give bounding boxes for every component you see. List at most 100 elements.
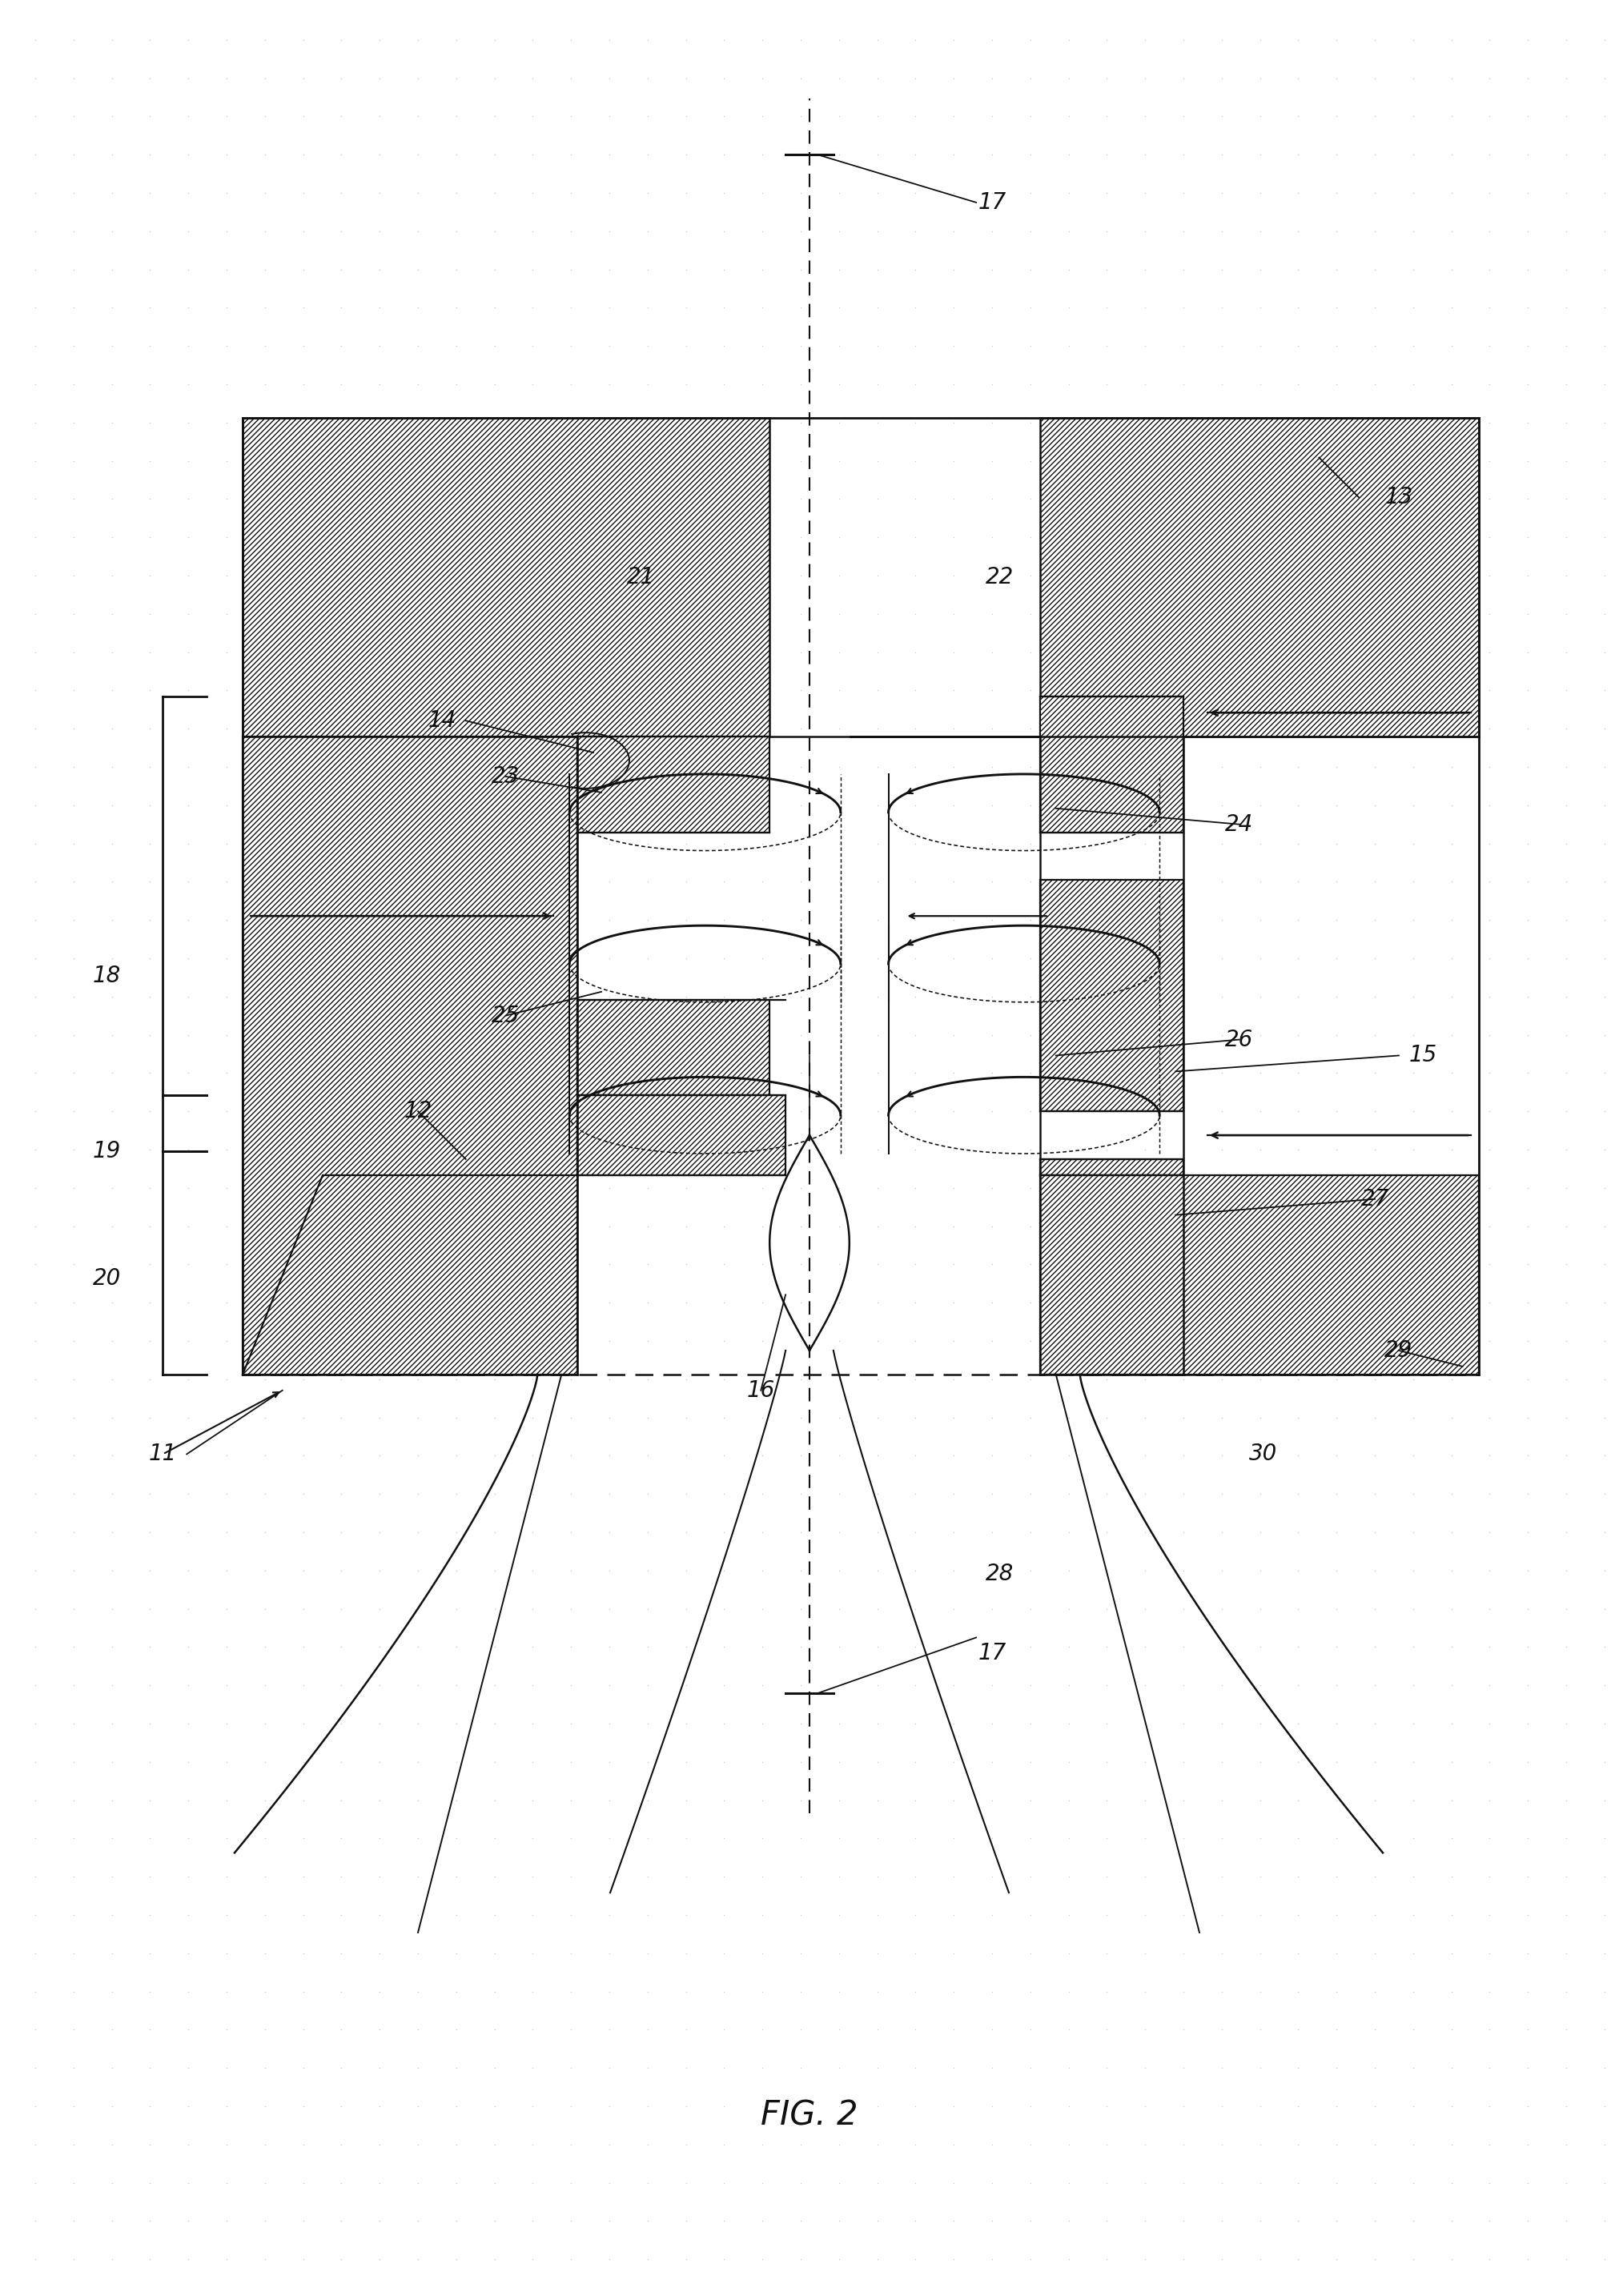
Point: [1056, 1093, 1081, 1130]
Point: [1362, 1093, 1387, 1130]
Point: [1209, 214, 1235, 250]
Point: [941, 174, 967, 211]
Point: [1285, 2126, 1311, 2163]
Point: [1324, 1628, 1350, 1665]
Point: [481, 1821, 507, 1857]
Point: [674, 1208, 699, 1244]
Point: [481, 2126, 507, 2163]
Point: [368, 824, 393, 861]
Point: [559, 939, 584, 976]
Point: [1056, 365, 1081, 402]
Point: [99, 902, 125, 939]
Point: [750, 824, 776, 861]
Point: [1285, 1017, 1311, 1054]
Point: [99, 709, 125, 746]
Point: [559, 673, 584, 709]
Point: [1553, 902, 1579, 939]
Point: [444, 1093, 470, 1130]
Point: [444, 595, 470, 631]
Point: [1247, 1667, 1273, 1704]
Point: [214, 1017, 240, 1054]
Point: [1247, 135, 1273, 172]
Point: [1209, 2165, 1235, 2202]
Point: [711, 558, 737, 595]
Point: [979, 2165, 1005, 2202]
Point: [1362, 1896, 1387, 1933]
Point: [1285, 60, 1311, 96]
Point: [175, 824, 201, 861]
Point: [596, 1628, 622, 1665]
Point: [903, 1093, 929, 1130]
Point: [903, 1169, 929, 1205]
Point: [60, 135, 86, 172]
Point: [368, 2202, 393, 2239]
Point: [481, 939, 507, 976]
Point: [1515, 2202, 1541, 2239]
Point: [1400, 214, 1426, 250]
Point: [1132, 519, 1158, 556]
Point: [405, 1362, 431, 1398]
Point: [1400, 174, 1426, 211]
Point: [1094, 1513, 1120, 1550]
Point: [903, 21, 929, 57]
Point: [1094, 289, 1120, 326]
Point: [1209, 1972, 1235, 2009]
Point: [1209, 1017, 1235, 1054]
Point: [941, 2126, 967, 2163]
Point: [788, 365, 814, 402]
Point: [711, 1398, 737, 1435]
Text: 30: 30: [1250, 1442, 1277, 1465]
Point: [1515, 2050, 1541, 2087]
Point: [1515, 2165, 1541, 2202]
Point: [596, 2087, 622, 2124]
Point: [1094, 1706, 1120, 1743]
Point: [1400, 1398, 1426, 1435]
Point: [559, 519, 584, 556]
Point: [1132, 1743, 1158, 1779]
Point: [1515, 365, 1541, 402]
Point: [1285, 1054, 1311, 1091]
Point: [1362, 1362, 1387, 1398]
Point: [1477, 135, 1502, 172]
Point: [481, 1706, 507, 1743]
Point: [329, 1857, 355, 1894]
Point: [826, 480, 852, 517]
Point: [1591, 1169, 1617, 1205]
Point: [444, 1169, 470, 1205]
Point: [99, 135, 125, 172]
Point: [1553, 748, 1579, 785]
Point: [138, 1398, 164, 1435]
Point: [520, 250, 546, 287]
Point: [444, 1017, 470, 1054]
Point: [941, 1667, 967, 1704]
Point: [60, 978, 86, 1015]
Point: [1362, 902, 1387, 939]
Point: [99, 2202, 125, 2239]
Point: [903, 1513, 929, 1550]
Point: [596, 1591, 622, 1628]
Point: [138, 21, 164, 57]
Point: [750, 748, 776, 785]
Point: [903, 250, 929, 287]
Point: [826, 978, 852, 1015]
Point: [1094, 788, 1120, 824]
Point: [175, 2202, 201, 2239]
Point: [788, 1628, 814, 1665]
Point: [214, 404, 240, 441]
Point: [1324, 1896, 1350, 1933]
Point: [1553, 443, 1579, 480]
Point: [175, 902, 201, 939]
Point: [674, 480, 699, 517]
Point: [1591, 1552, 1617, 1589]
Point: [214, 135, 240, 172]
Text: 14: 14: [427, 709, 457, 732]
Point: [1094, 2202, 1120, 2239]
Point: [368, 1857, 393, 1894]
Point: [444, 709, 470, 746]
Point: [329, 60, 355, 96]
Point: [1094, 2050, 1120, 2087]
Point: [1285, 135, 1311, 172]
Point: [1209, 1247, 1235, 1283]
Point: [1247, 824, 1273, 861]
Point: [711, 1972, 737, 2009]
